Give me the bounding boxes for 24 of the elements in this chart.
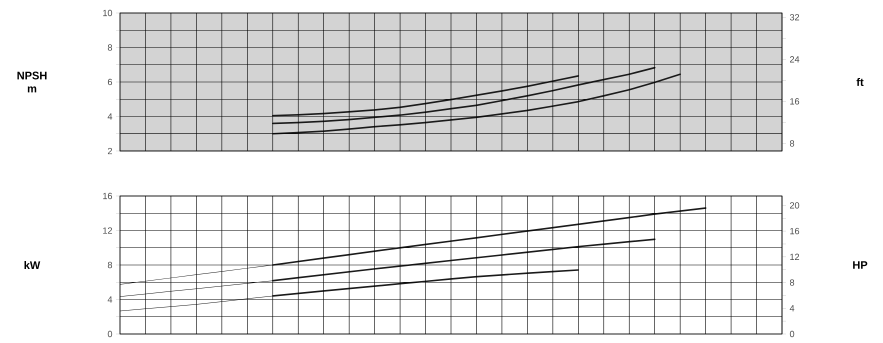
y2-axis-title: ft (856, 78, 864, 86)
y2-axis-title: HP (853, 261, 868, 269)
y2-tick-label: 12 (790, 254, 800, 260)
y2-tick-label: 20 (790, 202, 800, 209)
y-tick-label: 2 (108, 148, 112, 154)
y2-tick-label: 4 (790, 305, 794, 312)
y-tick-label: 16 (103, 192, 112, 200)
y2-tick-label: 24 (790, 56, 800, 62)
y2-tick-label: 0 (790, 330, 794, 338)
y-tick-label: 4 (108, 296, 112, 303)
y-axis-title: kW (24, 261, 40, 269)
y2-tick-label: 32 (790, 14, 800, 20)
y-tick-label: 4 (108, 113, 112, 120)
y2-tick-label: 16 (790, 228, 800, 234)
y-tick-label: 12 (103, 227, 112, 234)
y-tick-label: 10 (103, 10, 112, 16)
y-axis-title: NPSH m (17, 72, 47, 92)
y2-tick-label: 8 (790, 140, 794, 147)
y-tick-label: 6 (108, 78, 112, 86)
y-tick-label: 8 (108, 262, 112, 268)
y2-tick-label: 8 (790, 279, 794, 286)
y-tick-label: 0 (108, 330, 112, 338)
y-tick-label: 8 (108, 44, 112, 51)
y2-tick-label: 16 (790, 98, 800, 105)
